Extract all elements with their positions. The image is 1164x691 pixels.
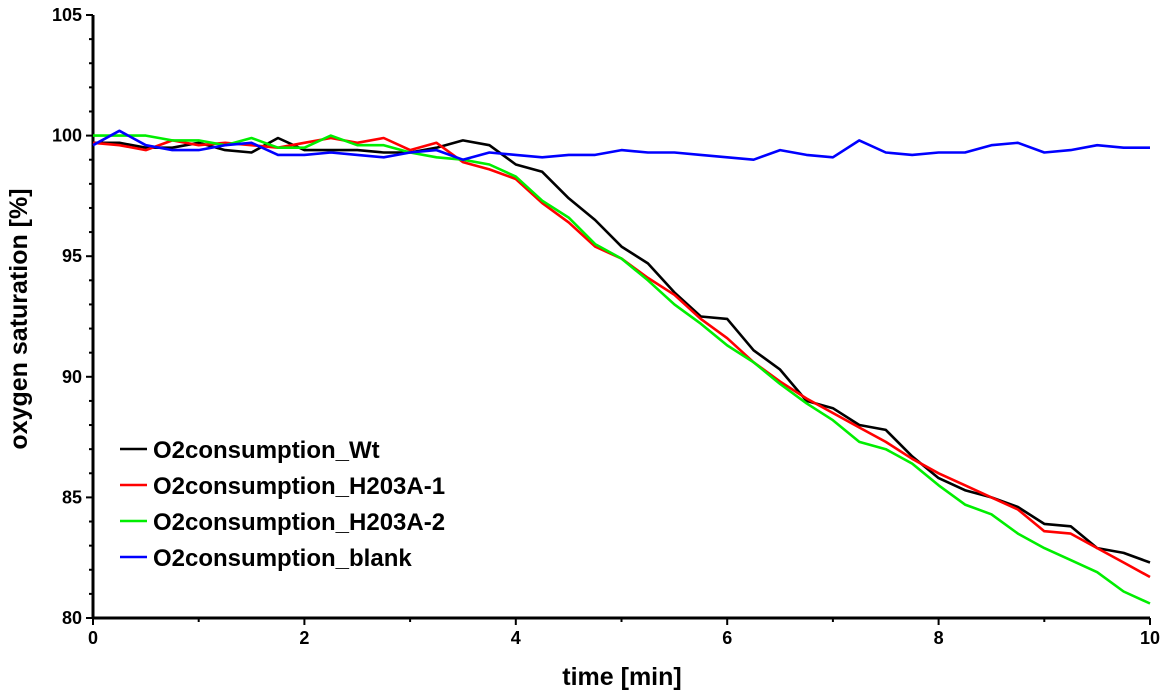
x-tick-label: 2: [299, 628, 309, 648]
series-line-1: [93, 136, 1151, 564]
x-tick-label: 10: [1140, 628, 1160, 648]
y-tick-label: 90: [62, 367, 82, 387]
y-tick-label: 100: [52, 126, 82, 146]
y-tick-label: 95: [62, 246, 82, 266]
legend-label-3: O2consumption_H203A-2: [153, 509, 445, 536]
y-tick-label: 85: [62, 487, 82, 507]
y-axis-title: oxygen saturation [%]: [5, 188, 33, 449]
y-tick-label: 80: [62, 608, 82, 628]
legend-label-1: O2consumption_Wt: [153, 437, 380, 464]
x-tick-label: 8: [934, 628, 944, 648]
series-layer: [92, 129, 1151, 605]
x-tick-label: 6: [722, 628, 732, 648]
series-line-3: [93, 134, 1151, 605]
x-axis-title: time [min]: [562, 663, 681, 691]
x-tick-label: 0: [88, 628, 98, 648]
x-tick-label: 4: [511, 628, 521, 648]
legend: O2consumption_Wt O2consumption_H203A-1 O2c…: [120, 437, 445, 572]
y-tick-label: 105: [52, 5, 82, 25]
series-line-4: [92, 129, 1150, 161]
legend-label-4: O2consumption_blank: [153, 545, 412, 572]
axes: 80 85 90 95 100 105 0 2 4 6 8 10: [52, 5, 1160, 648]
legend-label-2: O2consumption_H203A-1: [153, 473, 445, 500]
